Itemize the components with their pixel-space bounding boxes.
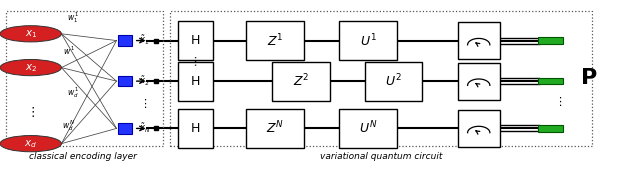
FancyBboxPatch shape [458, 110, 500, 147]
Text: $x_1$: $x_1$ [24, 28, 37, 40]
Text: variational quantum circuit: variational quantum circuit [319, 152, 442, 161]
Text: $\tilde{x}_N$: $\tilde{x}_N$ [139, 122, 150, 135]
Text: $Z^2$: $Z^2$ [292, 73, 309, 89]
FancyBboxPatch shape [118, 123, 132, 134]
Text: $w_1^{\,1}$: $w_1^{\,1}$ [67, 10, 80, 25]
FancyBboxPatch shape [178, 21, 213, 60]
Text: $\vdots$: $\vdots$ [26, 105, 35, 118]
Text: $w_d^{\,N}$: $w_d^{\,N}$ [63, 118, 76, 133]
FancyBboxPatch shape [538, 37, 563, 44]
FancyBboxPatch shape [178, 109, 213, 148]
Circle shape [0, 26, 61, 42]
Text: $\tilde{x}_1$: $\tilde{x}_1$ [139, 34, 149, 47]
FancyBboxPatch shape [118, 35, 132, 46]
Text: $Z^N$: $Z^N$ [266, 120, 284, 137]
FancyBboxPatch shape [365, 62, 422, 101]
FancyBboxPatch shape [538, 78, 563, 84]
FancyBboxPatch shape [246, 109, 304, 148]
Circle shape [0, 136, 61, 152]
Text: $x_2$: $x_2$ [24, 62, 37, 74]
Text: H: H [191, 75, 200, 88]
Text: $w_d^{\,1}$: $w_d^{\,1}$ [67, 85, 80, 100]
FancyBboxPatch shape [339, 21, 397, 60]
Text: $\vdots$: $\vdots$ [554, 95, 562, 108]
Text: $U^N$: $U^N$ [359, 120, 377, 137]
FancyBboxPatch shape [272, 62, 330, 101]
FancyBboxPatch shape [538, 125, 563, 132]
Text: $U^1$: $U^1$ [360, 32, 376, 49]
Text: H: H [191, 34, 200, 47]
Text: $x_d$: $x_d$ [24, 138, 37, 150]
FancyBboxPatch shape [339, 109, 397, 148]
Text: $\mathbf{P}$: $\mathbf{P}$ [580, 67, 598, 89]
FancyBboxPatch shape [178, 62, 213, 101]
Text: H: H [191, 122, 200, 135]
Text: $\cdots$: $\cdots$ [191, 55, 201, 67]
FancyBboxPatch shape [458, 22, 500, 59]
Text: $\tilde{x}_2$: $\tilde{x}_2$ [139, 75, 149, 88]
Text: $Z^1$: $Z^1$ [267, 32, 284, 49]
Text: $U^2$: $U^2$ [385, 73, 402, 89]
Text: $\vdots$: $\vdots$ [139, 97, 147, 110]
Text: classical encoding layer: classical encoding layer [29, 152, 137, 161]
FancyBboxPatch shape [246, 21, 304, 60]
Circle shape [0, 59, 61, 76]
FancyBboxPatch shape [118, 76, 132, 86]
Text: $w^{\,1}$: $w^{\,1}$ [63, 44, 76, 57]
FancyBboxPatch shape [458, 63, 500, 100]
